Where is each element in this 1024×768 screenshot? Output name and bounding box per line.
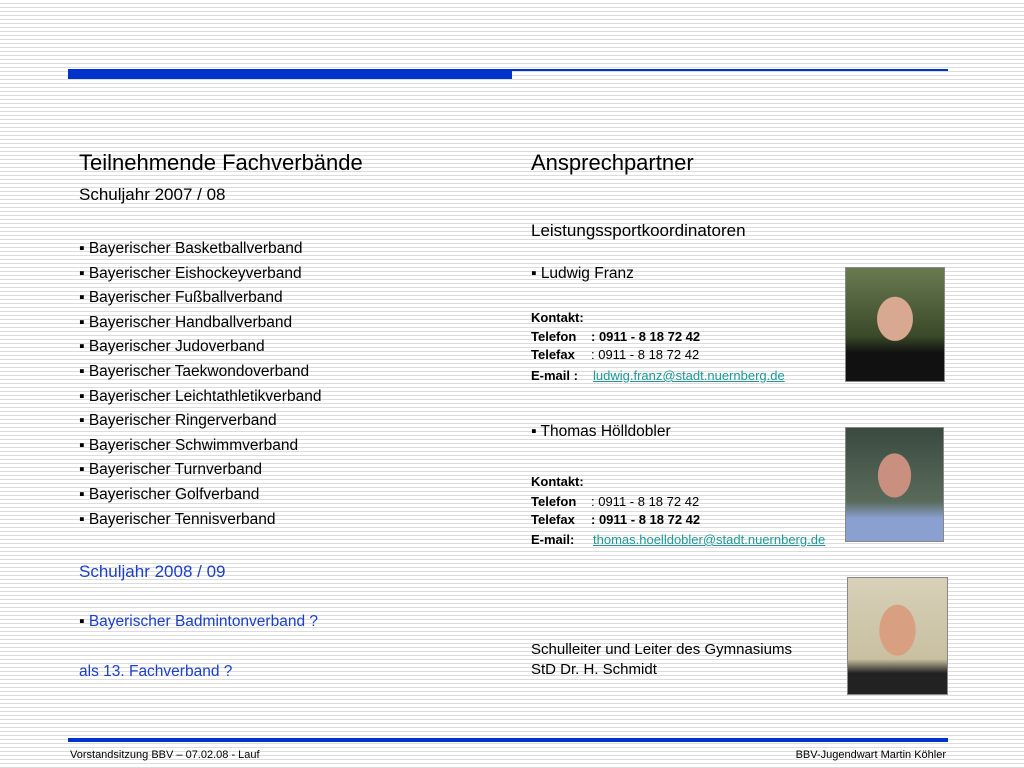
photo-ludwig-franz	[845, 267, 945, 382]
left-title: Teilnehmende Fachverbände	[79, 150, 363, 175]
left-subtitle-2: Schuljahr 2008 / 09	[79, 562, 226, 581]
header-bar	[68, 69, 512, 79]
federation-item: ▪ Bayerischer Basketballverband	[79, 240, 303, 257]
federation-badminton: ▪ Bayerischer Badmintonverband ?	[79, 613, 318, 630]
right-subtitle: Leistungssportkoordinatoren	[531, 221, 746, 240]
federation-item: ▪ Bayerischer Judoverband	[79, 338, 265, 356]
footer-line	[68, 738, 948, 742]
federation-item: ▪ Bayerischer Fußballverband	[79, 289, 283, 307]
telefon-row: Telefon: 0911 - 8 18 72 42	[531, 494, 700, 509]
federation-item: ▪ Bayerischer Turnverband	[79, 461, 262, 479]
email-row: E-mail: thomas.hoelldobler@stadt.nuernber…	[531, 532, 826, 547]
federation-item: ▪ Bayerischer Tennisverband	[79, 510, 276, 528]
email-link[interactable]: thomas.hoelldobler@stadt.nuernberg.de	[593, 532, 826, 547]
left-subtitle: Schuljahr 2007 / 08	[79, 185, 226, 204]
footer-left: Vorstandsitzung BBV – 07.02.08 - Lauf	[70, 749, 260, 761]
person-name: ▪ Thomas Hölldobler	[531, 423, 671, 440]
federation-item: ▪ Bayerischer Golfverband	[79, 485, 260, 503]
telefon-row: Telefon: 0911 - 8 18 72 42	[531, 329, 701, 344]
federation-item: ▪ Bayerischer Handballverband	[79, 313, 293, 331]
person-name: ▪ Ludwig Franz	[531, 265, 634, 282]
telefax-row: Telefax: 0911 - 8 18 72 42	[531, 512, 701, 527]
right-title: Ansprechpartner	[531, 150, 694, 175]
federation-item: ▪ Bayerischer Schwimmverband	[79, 436, 299, 454]
photo-thomas-hoelldobler	[845, 427, 944, 542]
footer-right: BBV-Jugendwart Martin Köhler	[795, 749, 946, 761]
federation-item: ▪ Bayerischer Leichtathletikverband	[79, 387, 322, 405]
federation-item: ▪ Bayerischer Eishockeyverband	[79, 264, 302, 282]
schulleiter: Schulleiter und Leiter des Gymnasiums StD…	[531, 641, 792, 678]
federation-item: ▪ Bayerischer Ringerverband	[79, 412, 277, 430]
photo-dr-schmidt	[847, 577, 948, 695]
telefax-row: Telefax: 0911 - 8 18 72 42	[531, 347, 700, 362]
note: als 13. Fachverband ?	[79, 663, 233, 680]
kontakt-label: Kontakt:	[531, 474, 584, 489]
kontakt-label: Kontakt:	[531, 310, 584, 325]
federation-list: ▪ Bayerischer Basketballverband ▪ Bayeris…	[79, 237, 321, 532]
federation-item: ▪ Bayerischer Taekwondoverband	[79, 362, 310, 380]
email-row: E-mail : ludwig.franz@stadt.nuernberg.de	[531, 368, 785, 383]
header-line	[512, 69, 948, 71]
email-link[interactable]: ludwig.franz@stadt.nuernberg.de	[593, 368, 785, 383]
federation-badminton-label: Bayerischer Badmintonverband ?	[88, 613, 318, 630]
